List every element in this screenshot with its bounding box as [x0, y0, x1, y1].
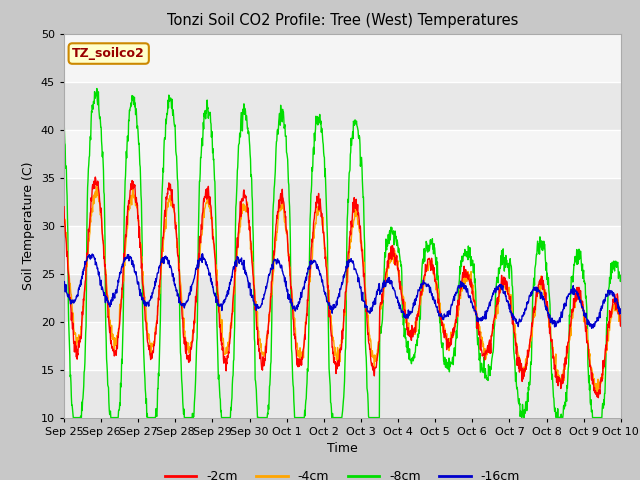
- Y-axis label: Soil Temperature (C): Soil Temperature (C): [22, 161, 35, 290]
- Bar: [64, 274, 621, 322]
- X-axis label: Time: Time: [327, 442, 358, 455]
- Bar: [64, 130, 621, 178]
- Legend: -2cm, -4cm, -8cm, -16cm: -2cm, -4cm, -8cm, -16cm: [160, 465, 525, 480]
- Text: TZ_soilco2: TZ_soilco2: [72, 47, 145, 60]
- Bar: [64, 34, 621, 82]
- Bar: [64, 226, 621, 274]
- Title: Tonzi Soil CO2 Profile: Tree (West) Temperatures: Tonzi Soil CO2 Profile: Tree (West) Temp…: [166, 13, 518, 28]
- Bar: [64, 178, 621, 226]
- Bar: [64, 322, 621, 370]
- Bar: [64, 370, 621, 418]
- Bar: [64, 82, 621, 130]
